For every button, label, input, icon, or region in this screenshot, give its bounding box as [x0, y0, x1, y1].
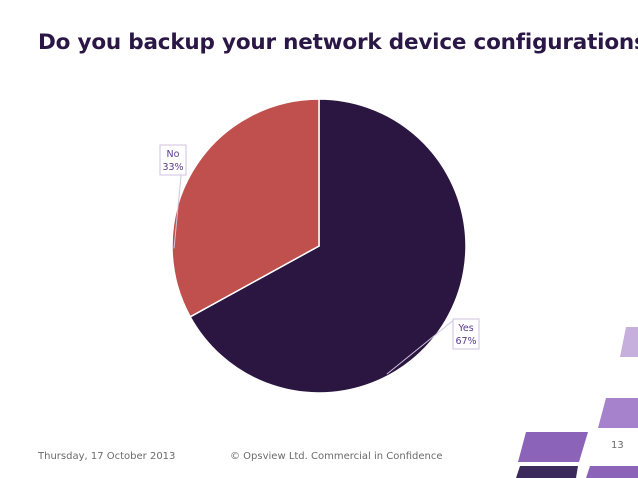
page-number: 13	[611, 440, 624, 451]
data-label-category-no: No	[167, 149, 180, 160]
footer-date: Thursday, 17 October 2013	[38, 451, 176, 462]
slide-title: Do you backup your network device config…	[38, 30, 638, 55]
footer-copyright: © Opsview Ltd. Commercial in Confidence	[230, 451, 443, 462]
pie-slice-yes	[189, 98, 467, 394]
callout-leader-yes	[386, 318, 456, 375]
deco-block-2	[598, 398, 638, 428]
data-label-value-no: 33%	[162, 162, 183, 173]
callout-box-yes	[452, 318, 480, 350]
callout-box-no	[159, 144, 187, 176]
data-label-value-yes: 67%	[455, 336, 476, 347]
deco-block-5	[516, 466, 578, 478]
pie-slice-no	[171, 98, 320, 318]
deco-block-1	[620, 327, 638, 357]
deco-block-3	[518, 432, 588, 462]
data-label-category-yes: Yes	[457, 323, 473, 334]
deco-block-4	[586, 466, 638, 478]
